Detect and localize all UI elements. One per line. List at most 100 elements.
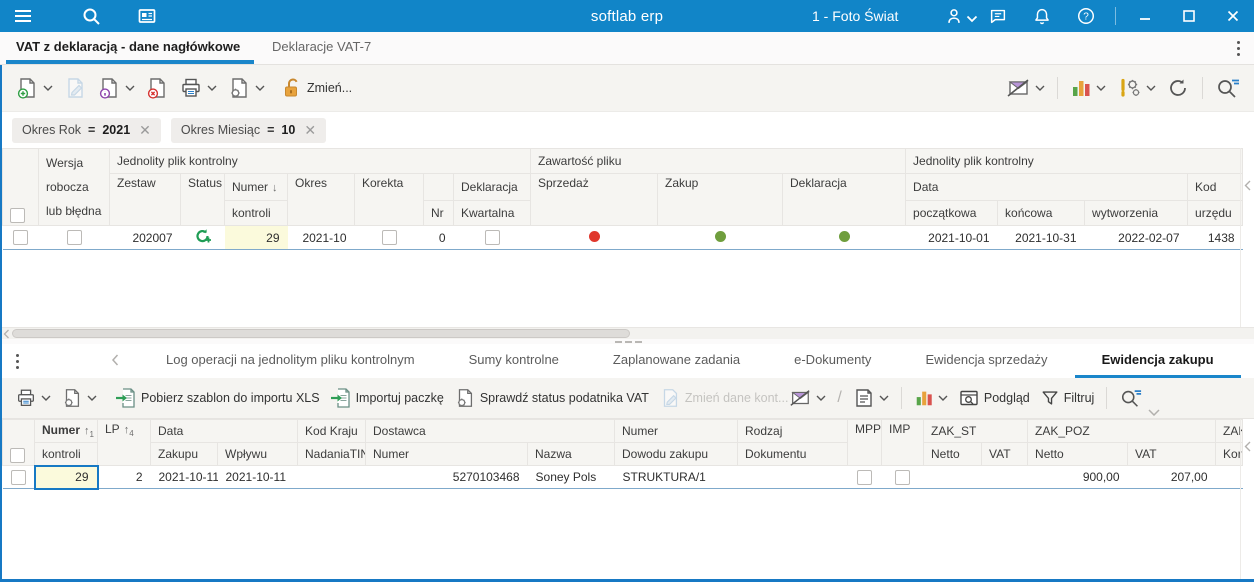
filter-button[interactable]: Filtruj [1035, 384, 1100, 412]
row-select-cell[interactable] [2, 225, 39, 250]
korekta-cell[interactable] [354, 225, 424, 250]
col-deklaracja-kwartalna-line2[interactable]: Kwartalna [453, 200, 531, 226]
col-mpp[interactable]: MPP [847, 419, 883, 467]
deklaracja-status-cell[interactable] [782, 225, 906, 250]
data-wytworzenia-cell[interactable]: 2022-02-07 [1084, 225, 1188, 250]
news-panel-icon[interactable] [132, 1, 162, 31]
col-kod-kraju[interactable]: Kod Kraju [297, 419, 367, 444]
edit-document-button[interactable] [58, 73, 92, 103]
panel-tab-e-dokumenty[interactable]: e-Dokumenty [794, 352, 872, 368]
kod-kraju-cell[interactable] [297, 465, 366, 490]
panel-tab-zaplanowane-zadania[interactable]: Zaplanowane zadania [612, 352, 741, 368]
row-checkbox[interactable] [10, 469, 26, 485]
panel-tab-log-operacji[interactable]: Log operacji na jednolitym pliku kontrol… [166, 352, 415, 368]
print-button[interactable] [174, 73, 222, 103]
col-data-poczatkowa[interactable]: początkowa [905, 200, 999, 226]
company-chevron-down-icon[interactable] [966, 10, 978, 28]
data-koncowa-cell[interactable]: 2021-10-31 [997, 225, 1085, 250]
document-settings-button[interactable] [56, 384, 102, 412]
purchase-row[interactable]: 29 2 2021-10-11 2021-10-11 5270103468 So… [2, 464, 1243, 490]
row-select-cell[interactable] [2, 465, 35, 490]
help-icon[interactable]: ? [1071, 1, 1101, 31]
search-rows-button[interactable] [1114, 384, 1148, 412]
col-rodzaj-line2[interactable]: Dokumentu [737, 442, 849, 467]
user-icon[interactable] [939, 1, 969, 31]
col-deklaracja-kwartalna[interactable]: Deklaracja [453, 173, 531, 201]
collapse-left-icon[interactable] [1244, 180, 1251, 191]
col-data-koncowa[interactable]: końcowa [997, 200, 1086, 226]
collapse-left-icon[interactable] [1244, 441, 1251, 452]
hamburger-menu-icon[interactable] [8, 1, 38, 31]
change-lock-button[interactable]: Zmień... [276, 73, 357, 103]
col-kod-urzedu[interactable]: Kod [1187, 173, 1244, 201]
col-clipped-line2[interactable]: Kor [1215, 442, 1244, 467]
rodzaj-dokumentu-cell[interactable] [737, 465, 848, 490]
mpp-checkbox[interactable] [857, 469, 873, 485]
company-selector[interactable]: 1 - Foto Świat [812, 8, 899, 24]
col-sprzedaz[interactable]: Sprzedaż [530, 173, 658, 226]
check-vat-status-button[interactable]: Sprawdź status podatnika VAT [449, 384, 654, 412]
jpk-row[interactable]: 202007 29 2021-10 0 2021-10-01 2021-10-3… [2, 225, 1243, 250]
row-checkbox[interactable] [13, 230, 28, 246]
col-zestaw[interactable]: Zestaw [109, 173, 181, 226]
tab-deklaracje-vat7[interactable]: Deklaracje VAT-7 [272, 38, 372, 54]
filter-chip-miesiac[interactable]: Okres Miesiąc = 10 ✕ [170, 117, 327, 143]
col-numer-kontroli[interactable]: Numer ↓ [224, 173, 288, 201]
mpp-cell[interactable] [847, 465, 882, 490]
col-dostawca-numer[interactable]: Numer [365, 442, 529, 467]
chart-button[interactable] [1065, 73, 1111, 103]
col-zak-st-vat[interactable]: VAT [981, 442, 1029, 467]
col-numer-kontroli-line2[interactable]: kontroli [34, 442, 98, 467]
bell-icon[interactable] [1027, 1, 1057, 31]
panel-tab-deklaracja-vat7[interactable]: Deklaracja VAT-7 [1241, 344, 1254, 378]
numer-kontroli-cell[interactable]: 29 [33, 464, 99, 490]
korekta-checkbox[interactable] [381, 230, 397, 246]
col-korekta[interactable]: Korekta [354, 173, 424, 226]
preview-button[interactable]: Podgląd [953, 384, 1035, 412]
imp-checkbox[interactable] [895, 469, 911, 485]
col-wersja-robocza[interactable]: Wersja robocza lub błędna [38, 148, 110, 226]
delete-document-button[interactable] [140, 73, 174, 103]
col-zak-st-netto[interactable]: Netto [923, 442, 983, 467]
col-numer-dowodu-line2[interactable]: Dowodu zakupu [614, 442, 739, 467]
change-contractor-button[interactable]: Zmień dane kont... [654, 384, 794, 412]
wersja-checkbox[interactable] [66, 230, 82, 246]
new-document-button[interactable] [10, 73, 58, 103]
kwartalna-checkbox[interactable] [484, 230, 500, 246]
chat-icon[interactable] [983, 1, 1013, 31]
close-button[interactable] [1218, 1, 1248, 31]
col-data-wplywu[interactable]: Wpływu [216, 442, 299, 467]
zak-poz-vat-cell[interactable]: 207,00 [1127, 465, 1216, 490]
document-settings-button[interactable] [222, 73, 270, 103]
zak-poz-netto-cell[interactable]: 900,00 [1027, 465, 1128, 490]
search-rows-button[interactable] [1210, 73, 1246, 103]
minimize-button[interactable] [1130, 1, 1160, 31]
filter-chip-rok[interactable]: Okres Rok = 2021 ✕ [12, 117, 161, 143]
col-numer-dowodu[interactable]: Numer [614, 419, 739, 444]
maximize-button[interactable] [1174, 1, 1204, 31]
scroll-left-icon[interactable] [3, 329, 10, 339]
lp-cell[interactable]: 2 [97, 465, 151, 490]
zakup-status-cell[interactable] [657, 225, 783, 250]
panel-tab-ewidencja-zakupu[interactable]: Ewidencja zakupu [1074, 344, 1241, 379]
panel-tab-ewidencja-sprzedazy[interactable]: Ewidencja sprzedaży [925, 352, 1048, 368]
dostawca-nazwa-cell[interactable]: Soney Pols [527, 465, 615, 490]
col-nr[interactable]: Nr [423, 200, 454, 226]
send-message-button[interactable] [783, 384, 831, 412]
zak-st-vat-cell[interactable] [981, 465, 1028, 490]
print-button[interactable] [10, 384, 56, 412]
col-data-wytworzenia[interactable]: wytworzenia [1084, 200, 1189, 226]
col-kod-urzedu-line2[interactable]: urzędu [1187, 200, 1244, 226]
col-rodzaj[interactable]: Rodzaj [737, 419, 849, 444]
okres-cell[interactable]: 2021-10 [287, 225, 355, 250]
data-poczatkowa-cell[interactable]: 2021-10-01 [905, 225, 998, 250]
document-info-button[interactable] [92, 73, 140, 103]
tab-overflow-menu-icon[interactable] [1233, 37, 1244, 60]
select-all-checkbox[interactable] [10, 448, 25, 464]
kod-urzedu-cell[interactable]: 1438 [1187, 225, 1243, 250]
panel-tab-sumy-kontrolne[interactable]: Sumy kontrolne [468, 352, 559, 368]
decree-document-button[interactable] [848, 384, 894, 412]
dostawca-numer-cell[interactable]: 5270103468 [365, 465, 528, 490]
col-numer-kontroli-line2[interactable]: kontroli [224, 200, 288, 226]
numer-kontroli-cell[interactable]: 29 [224, 225, 288, 250]
